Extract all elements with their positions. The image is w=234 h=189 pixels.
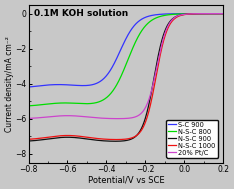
Text: 0.1M KOH solution: 0.1M KOH solution — [34, 9, 129, 18]
N-S-C 1000 — [174, 17, 177, 19]
N-S-C 1000 — [62, 134, 64, 137]
S-C 900 — [77, 84, 80, 87]
N-S-C 900 — [77, 137, 80, 139]
20% Pt/C — [62, 115, 64, 117]
X-axis label: Potential/V vs SCE: Potential/V vs SCE — [88, 175, 164, 184]
N-S-C 800 — [174, 13, 176, 15]
N-S-C 900 — [27, 140, 30, 142]
N-S-C 1000 — [115, 138, 118, 141]
N-S-C 800 — [142, 27, 145, 30]
20% Pt/C — [77, 115, 80, 117]
20% Pt/C — [27, 117, 30, 119]
Line: N-S-C 900: N-S-C 900 — [29, 14, 223, 141]
N-S-C 1000 — [222, 12, 225, 15]
N-S-C 800 — [62, 102, 64, 104]
N-S-C 900 — [157, 52, 160, 54]
20% Pt/C — [157, 56, 160, 59]
N-S-C 1000 — [116, 138, 118, 141]
N-S-C 1000 — [142, 125, 145, 128]
N-S-C 1000 — [77, 135, 80, 137]
Y-axis label: Current density/mA cm⁻²: Current density/mA cm⁻² — [5, 36, 14, 132]
S-C 900 — [222, 12, 225, 15]
S-C 900 — [115, 57, 118, 60]
N-S-C 1000 — [27, 138, 30, 140]
N-S-C 1000 — [157, 61, 160, 63]
Line: S-C 900: S-C 900 — [29, 14, 223, 87]
20% Pt/C — [174, 16, 177, 18]
N-S-C 800 — [27, 105, 30, 107]
N-S-C 800 — [77, 102, 80, 105]
Legend: S-C 900, N-S-C 800, N-S-C 900, N-S-C 1000, 20% Pt/C: S-C 900, N-S-C 800, N-S-C 900, N-S-C 100… — [166, 120, 218, 158]
N-S-C 900 — [116, 140, 118, 142]
S-C 900 — [62, 84, 64, 86]
S-C 900 — [142, 17, 145, 19]
N-S-C 900 — [142, 122, 145, 125]
20% Pt/C — [115, 118, 118, 120]
S-C 900 — [27, 86, 30, 88]
N-S-C 800 — [115, 84, 118, 86]
N-S-C 900 — [222, 12, 225, 15]
20% Pt/C — [142, 109, 145, 112]
N-S-C 900 — [113, 140, 116, 142]
Line: 20% Pt/C: 20% Pt/C — [29, 14, 223, 119]
Line: N-S-C 800: N-S-C 800 — [29, 14, 223, 106]
N-S-C 800 — [157, 16, 160, 18]
S-C 900 — [157, 13, 160, 16]
N-S-C 900 — [62, 136, 64, 139]
20% Pt/C — [222, 12, 225, 15]
N-S-C 900 — [174, 16, 177, 18]
20% Pt/C — [117, 118, 119, 120]
S-C 900 — [174, 13, 176, 15]
Line: N-S-C 1000: N-S-C 1000 — [29, 14, 223, 139]
N-S-C 800 — [222, 12, 225, 15]
